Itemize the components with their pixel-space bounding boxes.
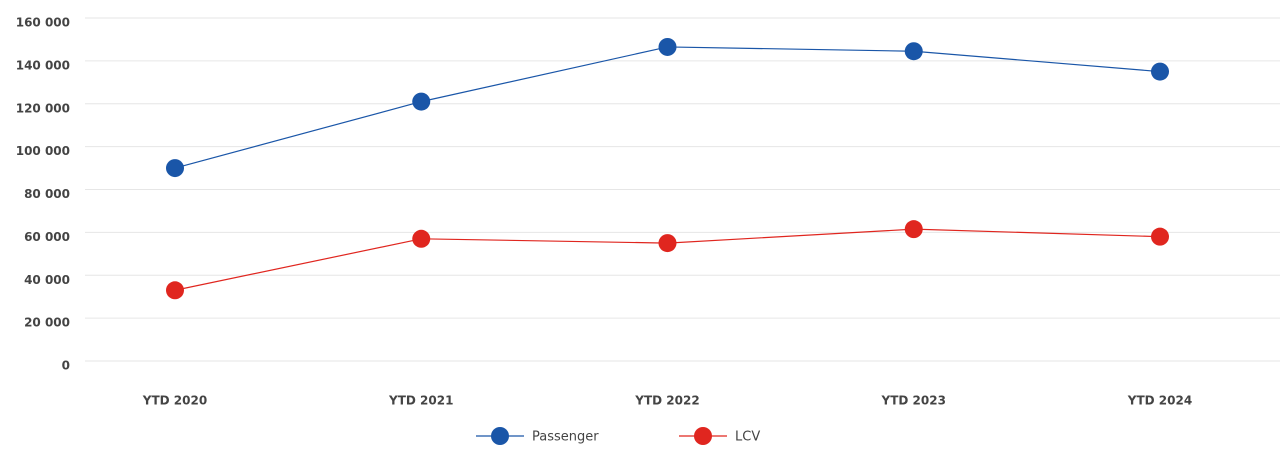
data-point bbox=[166, 281, 184, 300]
x-tick-label: YTD 2022 bbox=[634, 394, 699, 408]
data-point bbox=[658, 234, 677, 253]
data-point bbox=[1151, 62, 1169, 81]
x-tick-label: YTD 2023 bbox=[881, 394, 946, 408]
data-point bbox=[412, 92, 431, 111]
y-tick-label: 60 000 bbox=[24, 230, 70, 244]
data-point bbox=[412, 229, 431, 248]
y-tick-label: 140 000 bbox=[16, 58, 70, 72]
data-point bbox=[1151, 227, 1169, 246]
legend-label: LCV bbox=[735, 430, 760, 445]
x-tick-label: YTD 2024 bbox=[1127, 394, 1192, 408]
y-tick-label: 120 000 bbox=[16, 101, 70, 115]
legend-label: Passenger bbox=[532, 430, 599, 445]
y-tick-label: 100 000 bbox=[16, 144, 70, 158]
data-point bbox=[904, 220, 923, 239]
y-tick-label: 80 000 bbox=[24, 187, 70, 201]
series-line bbox=[174, 46, 1161, 169]
data-point bbox=[904, 42, 923, 61]
y-tick-label: 0 bbox=[62, 359, 70, 373]
legend-marker bbox=[694, 427, 712, 445]
data-point bbox=[658, 37, 677, 56]
y-tick-label: 40 000 bbox=[24, 273, 70, 287]
x-tick-label: YTD 2020 bbox=[142, 394, 207, 408]
x-tick-label: YTD 2021 bbox=[388, 394, 453, 408]
data-point bbox=[166, 159, 184, 178]
y-tick-label: 20 000 bbox=[24, 316, 70, 330]
legend-marker bbox=[491, 427, 509, 445]
y-tick-label: 160 000 bbox=[16, 16, 70, 30]
